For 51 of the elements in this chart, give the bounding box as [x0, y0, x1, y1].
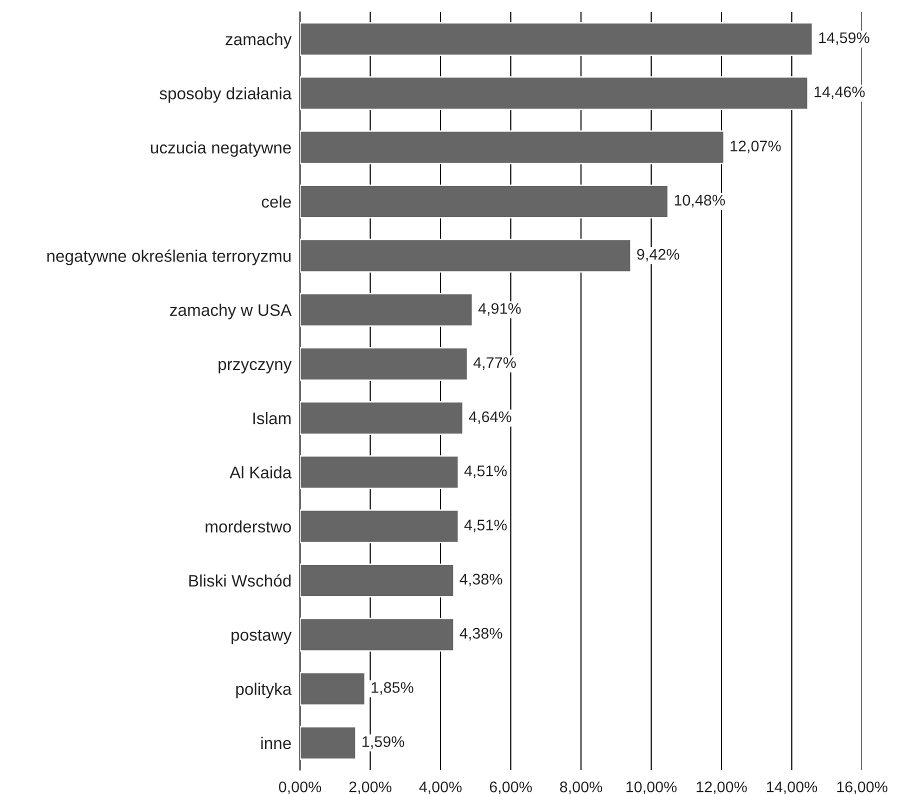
data-label: 4,91% [478, 303, 521, 316]
data-label: 1,85% [372, 682, 414, 695]
bar [300, 130, 725, 164]
bar [300, 238, 632, 273]
bar [300, 76, 809, 110]
x-tick-label: 6,00% [490, 782, 532, 794]
bar [300, 564, 455, 598]
x-tick-label: 8,00% [560, 782, 602, 794]
bar [300, 726, 357, 760]
y-tick-label: cele [262, 195, 291, 208]
y-tick-label: morderstwo [206, 520, 291, 533]
y-tick-label: przyczyny [218, 361, 292, 374]
bar [300, 346, 468, 381]
y-tick-label: postawy [232, 630, 292, 644]
bar [300, 292, 474, 327]
bar [300, 618, 455, 652]
bar [300, 401, 464, 436]
data-label: 4,38% [460, 574, 502, 586]
data-label: 12,07% [730, 140, 781, 154]
data-label: 4,51% [464, 520, 507, 532]
bar [300, 184, 669, 218]
data-label: 10,48% [674, 194, 725, 208]
x-tick-label: 2,00% [349, 782, 392, 794]
x-tick-label: 0,00% [278, 782, 322, 794]
bar [300, 455, 460, 490]
bar [300, 22, 814, 56]
x-tick-label: 12,00% [696, 782, 747, 794]
data-label: 1,59% [362, 736, 404, 749]
y-tick-label: sposoby działania [160, 87, 292, 103]
y-tick-label: negatywne określenia terroryzmu [47, 250, 291, 266]
y-tick-label: inne [261, 736, 291, 750]
bar [300, 672, 366, 706]
y-tick-label: polityka [236, 682, 292, 698]
y-tick-label: uczucia negatywne [151, 141, 291, 157]
bar [300, 509, 460, 544]
y-tick-label: Al Kaida [230, 466, 292, 478]
data-label: 9,42% [637, 248, 680, 262]
x-tick-label: 16,00% [837, 782, 888, 794]
y-tick-label: zamachy [226, 33, 292, 49]
y-tick-label: Bliski Wschód [189, 574, 291, 587]
y-tick-label: Islam [253, 412, 291, 424]
data-label: 14,46% [814, 86, 865, 100]
x-tick-label: 10,00% [626, 782, 677, 794]
y-tick-label: zamachy w USA [170, 304, 292, 320]
data-label: 4,38% [460, 628, 502, 641]
x-tick-label: 4,00% [419, 782, 462, 794]
data-label: 4,51% [464, 466, 507, 478]
data-label: 4,77% [473, 357, 516, 370]
data-label: 4,64% [468, 411, 512, 424]
data-label: 14,59% [819, 32, 870, 45]
x-tick-label: 14,00% [767, 782, 818, 794]
